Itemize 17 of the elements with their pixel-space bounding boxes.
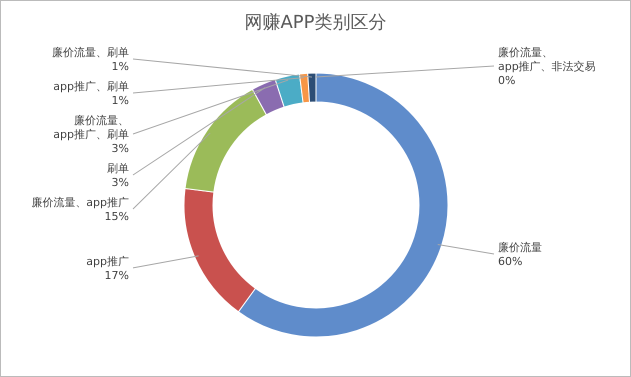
data-label: 3%	[112, 142, 129, 155]
data-label: 3%	[112, 176, 129, 189]
category-label: 廉价流量、app推广、非法交易	[498, 46, 596, 73]
data-label: 60%	[498, 254, 522, 268]
text: 0%	[498, 74, 516, 87]
data-label: 1%	[112, 60, 129, 73]
slice-label: 廉价流量、刷单	[52, 46, 129, 59]
slice-label: 廉价流量、app推广	[31, 196, 129, 209]
slice-label: app推广	[86, 254, 129, 268]
data-label: 1%	[112, 94, 129, 107]
slice-label: 廉价流量、app推广、刷单	[53, 114, 129, 141]
data-label: 15%	[104, 210, 129, 223]
slice-label: app推广、刷单	[53, 80, 129, 93]
chart-title: 网赚APP类别区分	[244, 12, 387, 33]
slice-label: 刷单	[107, 162, 129, 175]
slice-label: 廉价流量	[498, 240, 542, 254]
data-label: 17%	[104, 268, 129, 282]
